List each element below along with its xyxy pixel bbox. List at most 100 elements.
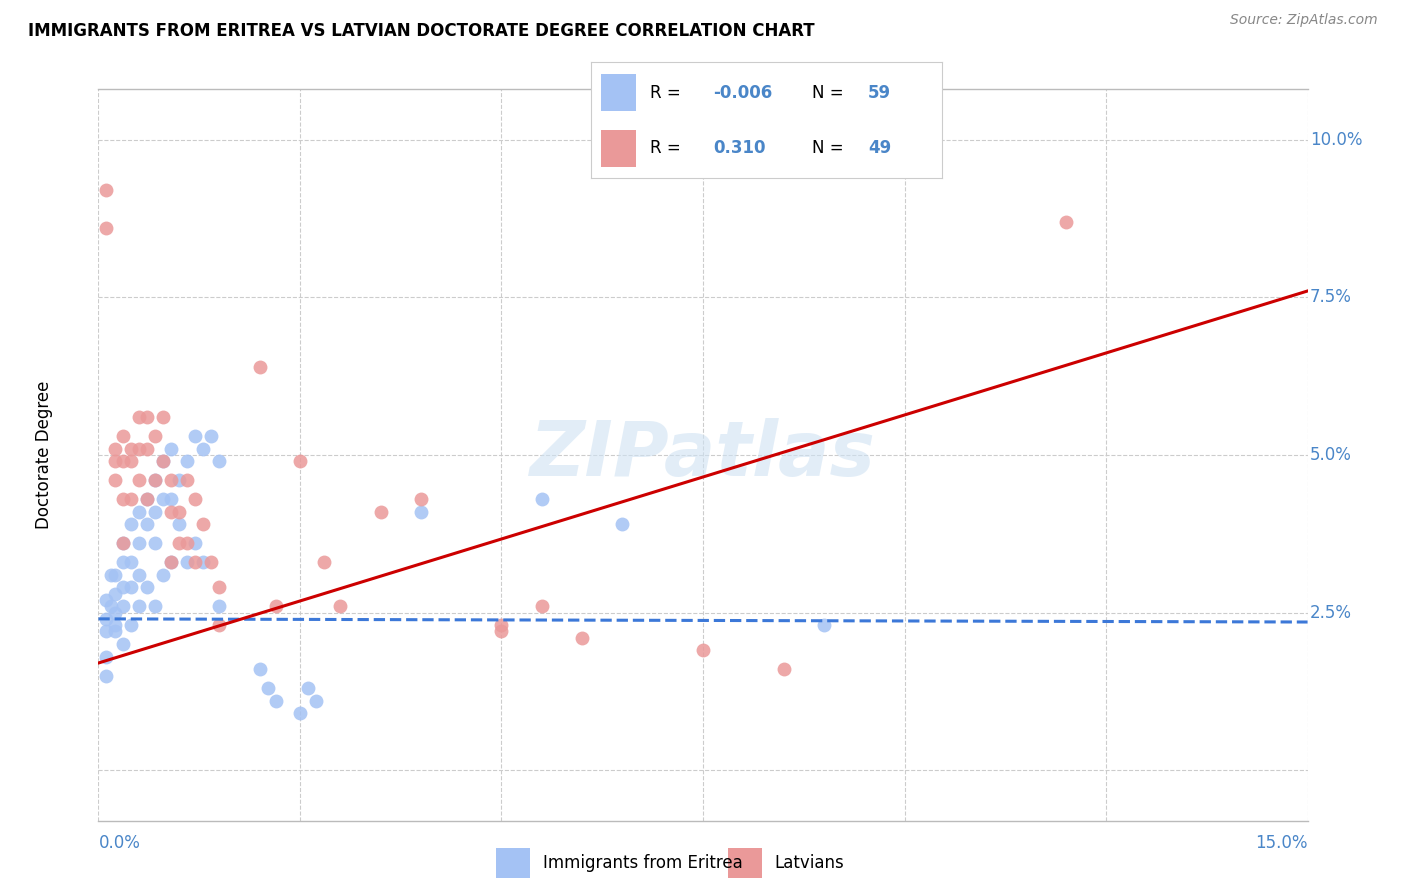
Point (120, 442, 142, 456)
Point (143, 505, 166, 519)
Text: Immigrants from Eritrea: Immigrants from Eritrea (543, 854, 742, 872)
Point (370, 505, 392, 519)
Point (128, 505, 150, 519)
Text: 0.310: 0.310 (713, 139, 766, 157)
Point (160, 491, 183, 506)
Point (96, 649, 118, 664)
Point (305, 694, 328, 708)
Text: R =: R = (650, 139, 681, 157)
Point (152, 567, 174, 582)
Point (264, 694, 287, 708)
Point (813, 618, 835, 632)
Text: 2.5%: 2.5% (1310, 604, 1353, 622)
Point (96, 612, 118, 626)
Point (128, 567, 150, 582)
Point (103, 606, 125, 620)
Point (176, 454, 198, 468)
Point (135, 517, 157, 532)
Point (184, 536, 207, 550)
Point (103, 618, 125, 632)
Point (111, 491, 134, 506)
Point (530, 491, 553, 506)
Point (143, 429, 166, 443)
Point (143, 473, 166, 487)
Point (135, 491, 157, 506)
Point (208, 580, 231, 594)
Point (184, 429, 207, 443)
Point (612, 517, 634, 532)
Point (120, 517, 142, 532)
Point (176, 473, 198, 487)
Point (571, 631, 593, 645)
Text: 5.0%: 5.0% (1310, 446, 1353, 464)
Point (96, 668, 118, 682)
Point (288, 706, 311, 721)
Point (193, 442, 215, 456)
Text: 59: 59 (868, 84, 891, 102)
Point (128, 442, 150, 456)
Text: Latvians: Latvians (775, 854, 845, 872)
Point (111, 580, 134, 594)
Point (135, 580, 157, 594)
Point (167, 505, 190, 519)
Text: N =: N = (813, 139, 844, 157)
Point (409, 505, 432, 519)
Point (103, 587, 125, 601)
Point (103, 567, 125, 582)
Text: IMMIGRANTS FROM ERITREA VS LATVIAN DOCTORATE DEGREE CORRELATION CHART: IMMIGRANTS FROM ERITREA VS LATVIAN DOCTO… (28, 22, 814, 40)
Text: -0.006: -0.006 (713, 84, 773, 102)
Point (103, 624, 125, 639)
Point (249, 359, 271, 374)
Point (249, 662, 271, 676)
Text: 15.0%: 15.0% (1256, 834, 1308, 852)
Point (409, 491, 432, 506)
Point (100, 567, 122, 582)
Point (208, 618, 231, 632)
Point (120, 555, 142, 569)
Text: Source: ZipAtlas.com: Source: ZipAtlas.com (1230, 13, 1378, 28)
Point (96, 593, 118, 607)
Text: 49: 49 (868, 139, 891, 157)
Point (120, 618, 142, 632)
Point (128, 473, 150, 487)
Point (96, 624, 118, 639)
Point (96, 221, 118, 235)
Point (167, 536, 190, 550)
Point (143, 599, 166, 614)
Text: Doctorate Degree: Doctorate Degree (35, 381, 53, 529)
Text: 0.0%: 0.0% (98, 834, 141, 852)
Point (111, 637, 134, 651)
Point (176, 555, 198, 569)
Point (176, 536, 198, 550)
Point (120, 491, 142, 506)
Point (160, 442, 183, 456)
Point (143, 536, 166, 550)
Point (111, 454, 134, 468)
Point (143, 473, 166, 487)
Point (329, 599, 352, 614)
Point (200, 555, 222, 569)
Point (96, 183, 118, 197)
Point (491, 624, 513, 639)
Point (111, 599, 134, 614)
Point (297, 681, 319, 696)
Point (530, 599, 553, 614)
Point (314, 555, 336, 569)
Point (193, 517, 215, 532)
Point (128, 599, 150, 614)
Point (160, 473, 183, 487)
Point (120, 580, 142, 594)
Text: ZIPatlas: ZIPatlas (530, 418, 876, 491)
Point (135, 442, 157, 456)
Point (111, 429, 134, 443)
FancyBboxPatch shape (602, 74, 636, 112)
Point (184, 491, 207, 506)
Point (152, 454, 174, 468)
Point (692, 643, 714, 657)
Text: 7.5%: 7.5% (1310, 288, 1353, 306)
Point (256, 681, 278, 696)
Point (772, 662, 794, 676)
Point (128, 536, 150, 550)
Text: R =: R = (650, 84, 681, 102)
FancyBboxPatch shape (496, 848, 530, 878)
